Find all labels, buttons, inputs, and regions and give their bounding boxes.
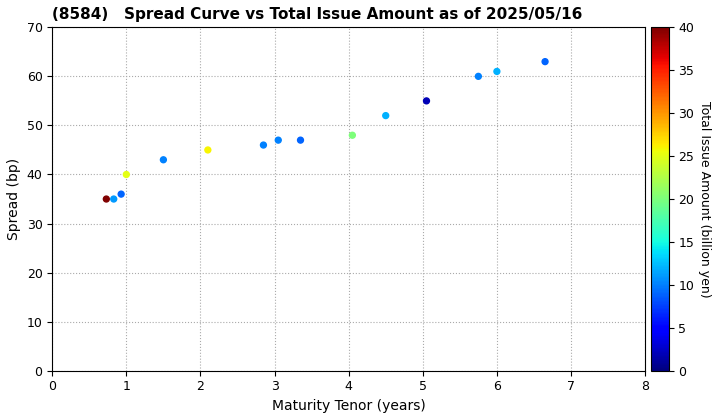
- Point: [115, 191, 127, 197]
- Point: [101, 196, 112, 202]
- Point: [380, 112, 392, 119]
- Y-axis label: Spread (bp): Spread (bp): [7, 158, 21, 240]
- Point: [346, 132, 358, 139]
- Point: [539, 58, 551, 65]
- X-axis label: Maturity Tenor (years): Maturity Tenor (years): [271, 399, 426, 413]
- Point: [272, 137, 284, 144]
- Point: [472, 73, 484, 80]
- Point: [491, 68, 503, 75]
- Point: [120, 171, 132, 178]
- Point: [108, 196, 120, 202]
- Point: [158, 156, 169, 163]
- Point: [202, 147, 214, 153]
- Point: [420, 97, 432, 104]
- Y-axis label: Total Issue Amount (billion yen): Total Issue Amount (billion yen): [698, 101, 711, 297]
- Text: (8584)   Spread Curve vs Total Issue Amount as of 2025/05/16: (8584) Spread Curve vs Total Issue Amoun…: [53, 7, 582, 22]
- Point: [258, 142, 269, 148]
- Point: [294, 137, 306, 144]
